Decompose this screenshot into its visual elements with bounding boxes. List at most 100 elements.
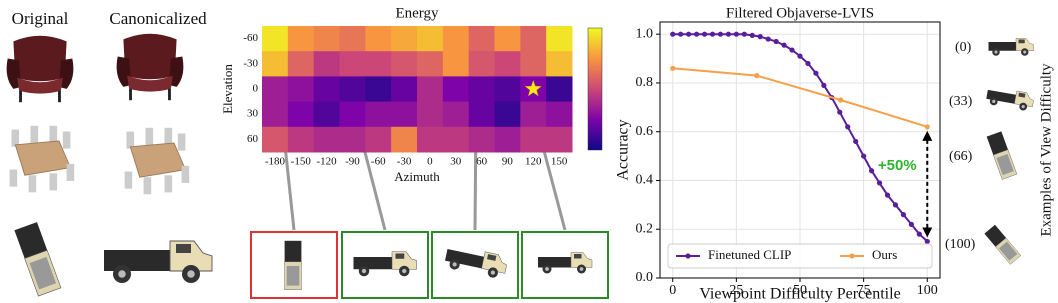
view-image xyxy=(443,243,509,281)
heat-cell xyxy=(365,101,392,128)
x-tick-label: -120 xyxy=(316,156,337,168)
legend-label: Finetuned CLIP xyxy=(708,247,791,262)
object-image xyxy=(103,240,213,284)
heat-cell xyxy=(313,101,340,128)
difficulty-label: (0) xyxy=(955,40,972,55)
series-point xyxy=(805,60,811,67)
heat-cell xyxy=(520,101,547,128)
y-tick-label: 0.4 xyxy=(636,173,654,188)
heat-cell xyxy=(442,101,470,128)
series-point xyxy=(924,124,930,130)
heat-cell xyxy=(442,76,470,103)
heat-cell xyxy=(520,51,547,77)
series-point xyxy=(892,202,899,208)
x-tick-label: 90 xyxy=(502,156,514,168)
heat-cell xyxy=(417,26,444,52)
view-image xyxy=(353,251,417,277)
heat-cell xyxy=(339,126,366,153)
chart-title: Energy xyxy=(395,5,439,21)
heat-cell xyxy=(262,26,289,52)
difficulty-image xyxy=(984,224,1022,265)
heat-cell xyxy=(417,101,444,128)
y-tick-label: 60 xyxy=(247,133,259,145)
y-tick-label: -30 xyxy=(243,57,258,69)
x-tick-label: 100 xyxy=(917,283,938,298)
heat-cell xyxy=(442,126,470,153)
series-point xyxy=(876,180,883,186)
heat-cell xyxy=(520,126,547,153)
heat-cell xyxy=(365,26,392,52)
heat-cell xyxy=(391,101,418,128)
heat-cell xyxy=(365,51,392,77)
y-tick-label: -60 xyxy=(243,32,258,44)
heat-cell xyxy=(468,126,495,153)
series-point xyxy=(797,53,803,59)
object-image xyxy=(124,127,190,195)
heat-cell xyxy=(365,76,392,103)
series-point xyxy=(686,31,692,37)
heat-cell xyxy=(262,51,289,77)
x-tick-label: 60 xyxy=(476,156,488,168)
heat-cell xyxy=(313,76,340,103)
column-header: Canonicalized xyxy=(109,9,207,28)
view-box xyxy=(341,231,429,299)
y-tick-label: 0.6 xyxy=(636,124,654,139)
x-tick-label: 75 xyxy=(857,283,871,298)
y-tick-label: 0.0 xyxy=(636,270,654,285)
heat-cell xyxy=(494,76,521,103)
legend-box xyxy=(667,243,933,269)
difficulty-image xyxy=(986,130,1018,180)
x-tick-label: 150 xyxy=(551,156,568,168)
y-tick-label: 0.8 xyxy=(636,75,654,90)
difficulty-label: (33) xyxy=(949,94,973,109)
series-point xyxy=(900,212,907,218)
series-point xyxy=(741,31,747,37)
view-box xyxy=(521,231,609,299)
heat-cell xyxy=(313,51,340,77)
heat-cell xyxy=(546,126,573,153)
legend-label: Ours xyxy=(872,247,897,262)
view-image xyxy=(537,252,593,274)
heat-cell xyxy=(287,126,315,153)
difficulty-image xyxy=(985,85,1035,113)
heat-cell xyxy=(546,76,573,103)
plot-frame xyxy=(659,21,941,279)
x-tick-label: 30 xyxy=(450,156,462,168)
x-tick-label: 0 xyxy=(427,156,433,168)
difficulty-title: Examples of View Difficulty xyxy=(1038,63,1054,237)
heat-cell xyxy=(262,101,289,128)
series-point xyxy=(717,31,724,37)
heat-cell xyxy=(391,126,418,153)
chart-title: Filtered Objaverse-LVIS xyxy=(726,5,874,21)
series-point xyxy=(837,109,843,115)
object-image xyxy=(13,221,62,297)
heat-cell xyxy=(262,76,289,103)
column-header: Original xyxy=(12,9,69,28)
series-point xyxy=(670,31,676,37)
heat-cell xyxy=(313,126,340,153)
heat-cell xyxy=(339,76,366,103)
difficulty-label: (66) xyxy=(949,149,973,164)
x-tick-label: 120 xyxy=(525,156,542,168)
difficulty-label: (100) xyxy=(945,237,976,252)
series-point xyxy=(845,124,851,130)
series-point xyxy=(765,36,771,42)
x-tick-label: 25 xyxy=(729,283,743,298)
legend-swatch xyxy=(685,253,691,259)
y-tick-label: 0 xyxy=(253,83,259,95)
heat-cell xyxy=(468,51,495,77)
heat-cell xyxy=(339,26,366,52)
heat-cell xyxy=(391,26,418,52)
series-point xyxy=(908,221,914,227)
x-tick-label: 0 xyxy=(669,283,676,298)
y-tick-label: 0.2 xyxy=(636,221,654,236)
y-tick-label: 1.0 xyxy=(636,26,654,41)
series-point xyxy=(693,31,700,37)
heat-cell xyxy=(391,51,418,77)
series-point xyxy=(821,82,827,88)
heat-cell xyxy=(546,26,573,52)
series-point xyxy=(916,231,922,237)
heat-cell xyxy=(468,101,495,128)
heat-cell xyxy=(287,101,315,128)
heat-cell xyxy=(468,26,495,52)
